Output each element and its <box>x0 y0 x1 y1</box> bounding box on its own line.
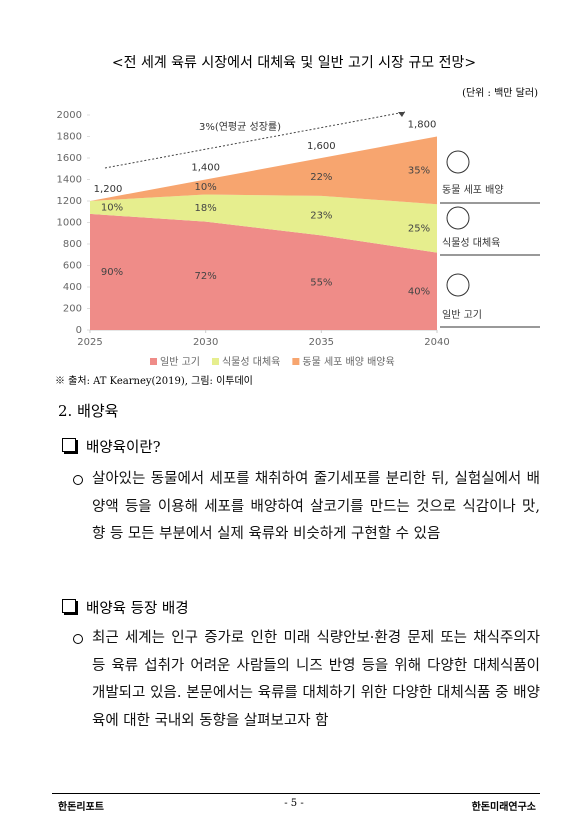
x-tick-label: 2025 <box>77 337 102 348</box>
unit-note: (단위 : 백만 달러) <box>462 88 538 99</box>
bullet-text: 살아있는 동물에서 세포를 채취하여 줄기세포를 분리한 뒤, 실험실에서 배양… <box>92 471 540 542</box>
y-tick-label: 600 <box>63 261 82 272</box>
bullet-text: 최근 세계는 인구 증가로 인한 미래 식량안보·환경 문제 또는 채식주의자 … <box>92 630 540 729</box>
icon <box>446 206 470 230</box>
area <box>90 136 437 205</box>
section-title: 2. 배양육 <box>58 402 119 420</box>
footer-rule <box>52 793 540 794</box>
y-tick-label: 1400 <box>57 175 82 186</box>
footer-center: - 5 - <box>284 798 304 809</box>
area <box>90 213 437 330</box>
share-label: 18% <box>195 203 217 214</box>
x-tick-label: 2030 <box>193 337 218 348</box>
bullet-icon <box>73 634 83 644</box>
share-label: 40% <box>408 286 430 297</box>
y-tick-label: 800 <box>63 239 82 250</box>
total-label: 1,800 <box>408 120 437 131</box>
side-label: 일반 고기 <box>442 309 482 321</box>
share-label: 55% <box>310 278 332 289</box>
total-label: 1,600 <box>307 141 336 152</box>
y-tick-label: 1800 <box>57 132 82 143</box>
total-label: 1,400 <box>191 163 220 174</box>
annotation: 3%(연평균 성장률) <box>199 121 281 133</box>
footer-right: 한돈미래연구소 <box>471 802 536 813</box>
y-tick-label: 1000 <box>57 218 82 229</box>
share-label: 22% <box>310 172 332 183</box>
chart: 0 200 400 600 800 1000 1200 1400 1600 1800 2000 202… <box>57 110 540 368</box>
arrow-head <box>398 112 405 117</box>
icon <box>446 150 470 174</box>
side-label: 식물성 대체육 <box>442 237 500 249</box>
legend: 일반 고기 식물성 대체육 동물 세포 배양 배양육 <box>150 356 395 368</box>
trend-arrow <box>104 111 406 169</box>
y-tick-label: 200 <box>63 304 82 315</box>
area <box>90 194 437 253</box>
icon <box>446 273 470 297</box>
share-label: 25% <box>408 223 430 234</box>
legend-swatch <box>292 358 300 365</box>
legend-swatch <box>150 358 157 365</box>
share-label: 35% <box>408 165 430 176</box>
legend-label: 일반 고기 <box>160 356 200 368</box>
subsection-heading: 배양육 등장 배경 <box>86 601 189 617</box>
side-label: 동물 세포 배양 <box>442 184 504 196</box>
share-label: 23% <box>310 211 332 222</box>
figure-title: <전 세계 육류 시장에서 대체육 및 일반 고기 시장 규모 전망> <box>111 55 477 71</box>
footer-left: 한돈리포트 <box>58 802 104 813</box>
legend-label: 동물 세포 배양 배양육 <box>302 356 394 368</box>
legend-label: 식물성 대체육 <box>222 356 280 368</box>
share-label: 10% <box>195 182 217 193</box>
share-label: 10% <box>101 202 123 213</box>
y-tick-label: 1600 <box>57 153 82 164</box>
y-tick-label: 2000 <box>57 110 82 121</box>
y-tick-label: 0 <box>76 325 82 336</box>
bullet-icon <box>73 475 83 485</box>
checkbox-icon <box>62 438 76 452</box>
source-note: ※ 출처: AT Kearney(2019), 그림: 이투데이 <box>55 376 253 387</box>
subsection-heading: 배양육이란? <box>86 440 161 456</box>
x-tick-label: 2035 <box>309 337 334 348</box>
share-label: 72% <box>195 271 217 282</box>
checkbox-icon <box>62 599 76 613</box>
total-label: 1,200 <box>94 184 123 195</box>
legend-swatch <box>211 358 219 365</box>
y-tick-label: 400 <box>63 282 82 293</box>
y-tick-label: 1200 <box>57 196 82 207</box>
share-label: 90% <box>101 267 123 278</box>
x-tick-label: 2040 <box>424 337 449 348</box>
